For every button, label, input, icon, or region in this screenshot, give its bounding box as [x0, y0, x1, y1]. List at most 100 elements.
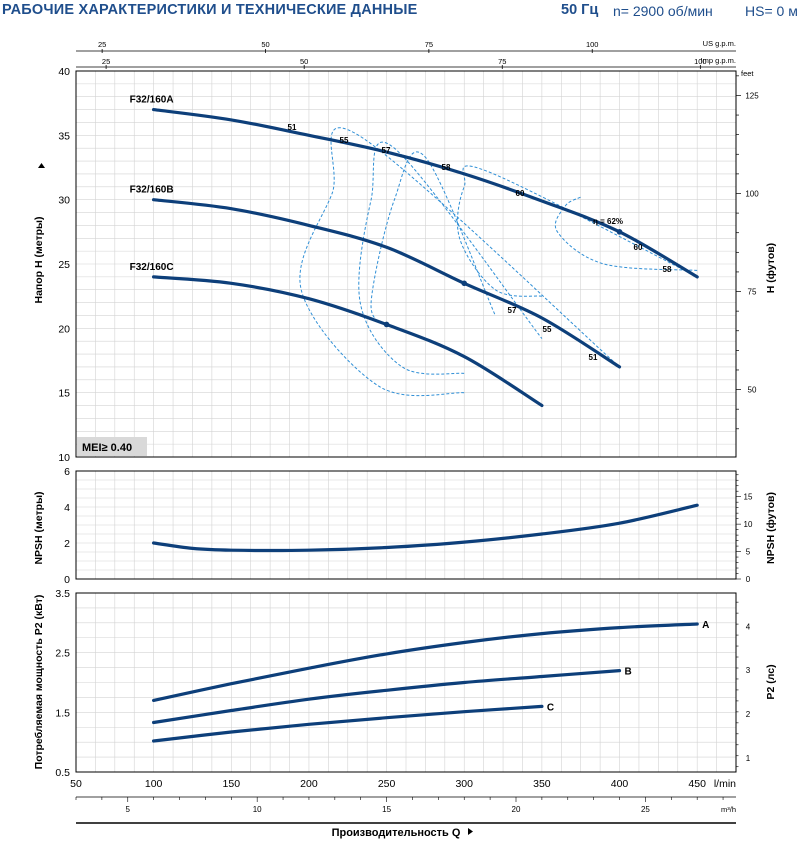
- q-lmin-tick-label: 350: [533, 778, 551, 790]
- power-y-tick-label: 1.5: [55, 707, 70, 719]
- q-m3h-tick-label: 10: [253, 805, 262, 814]
- npsh-y-axis-title: NPSH (метры): [33, 491, 45, 564]
- power-y-axis-title: Потребляемая мощность P2 (кВт): [33, 595, 45, 770]
- head-y-tick-label: 20: [58, 323, 70, 335]
- head-y-tick-label: 15: [58, 388, 70, 400]
- head-feet-tick-label: 75: [748, 288, 757, 297]
- mei-badge-bg: [77, 437, 147, 456]
- power-hp-tick-label: 1: [746, 754, 751, 763]
- us-gpm-tick-label: 75: [425, 40, 433, 49]
- efficiency-label: 55: [340, 136, 349, 145]
- q-lmin-tick-label: 200: [300, 778, 318, 790]
- q-m3h-tick-label: 15: [382, 805, 391, 814]
- q-m3h-unit: m³/h: [721, 805, 736, 814]
- power-hp-tick-label: 4: [746, 622, 751, 631]
- head-y-arrow-icon: [38, 163, 45, 168]
- us-gpm-unit: US g.p.m.: [703, 39, 736, 48]
- head-right-axis-title: H (футов): [765, 243, 777, 293]
- npsh-y-tick-label: 2: [64, 538, 70, 550]
- q-m3h-tick-label: 25: [641, 805, 650, 814]
- bep-marker: [461, 280, 468, 287]
- efficiency-label: 55: [543, 325, 552, 334]
- head-curve-label: F32/160B: [130, 185, 174, 196]
- power-right-axis-title: P2 (лс): [765, 664, 777, 699]
- imp-gpm-tick-label: 100: [694, 57, 707, 66]
- q-lmin-tick-label: 50: [70, 778, 82, 790]
- q-lmin-tick-label: 400: [611, 778, 629, 790]
- head-y-tick-label: 10: [58, 452, 70, 464]
- q-lmin-unit: l/min: [714, 778, 736, 790]
- q-lmin-tick-label: 450: [688, 778, 706, 790]
- efficiency-label: 57: [382, 146, 391, 155]
- x-axis-title: Производительность Q: [332, 827, 461, 839]
- npsh-y-tick-label: 4: [64, 502, 70, 514]
- q-lmin-tick-label: 100: [145, 778, 163, 790]
- npsh-feet-tick-label: 15: [744, 493, 753, 502]
- efficiency-label: η = 62%: [593, 217, 623, 226]
- npsh-right-axis-title: NPSH (футов): [765, 492, 777, 564]
- bep-marker: [616, 229, 623, 235]
- head-feet-tick-label: 100: [745, 189, 759, 198]
- head-curve-label: F32/160C: [130, 262, 174, 273]
- power-frame: [75, 592, 737, 773]
- head-y-tick-label: 25: [58, 259, 70, 271]
- efficiency-contour-60: [554, 196, 698, 271]
- power-y-tick-label: 2.5: [55, 648, 70, 660]
- head-curve-label: F32/160A: [130, 95, 174, 106]
- efficiency-label: 51: [288, 123, 297, 132]
- imp-gpm-tick-label: 75: [498, 57, 506, 66]
- us-gpm-tick-label: 25: [98, 40, 106, 49]
- bep-marker: [383, 321, 390, 328]
- head-y-tick-label: 40: [58, 66, 70, 78]
- q-lmin-tick-label: 300: [455, 778, 473, 790]
- efficiency-label: 58: [442, 163, 451, 172]
- q-lmin-tick-label: 150: [223, 778, 241, 790]
- us-gpm-tick-label: 50: [261, 40, 269, 49]
- npsh-y-tick-label: 6: [64, 466, 70, 478]
- chart-title: РАБОЧИЕ ХАРАКТЕРИСТИКИ И ТЕХНИЧЕСКИЕ ДАН…: [2, 2, 418, 18]
- efficiency-label: 60: [516, 189, 525, 198]
- npsh-frame: [75, 470, 737, 580]
- frequency-label: 50 Гц: [561, 2, 599, 18]
- head-feet-tick-label: 50: [748, 386, 757, 395]
- us-gpm-tick-label: 100: [586, 40, 599, 49]
- head-frame: [75, 70, 737, 458]
- suction-height-label: HS= 0 м: [745, 3, 798, 19]
- efficiency-label: 60: [634, 243, 643, 252]
- feet-unit-label: feet: [741, 69, 754, 78]
- efficiency-label: 51: [589, 353, 598, 362]
- head-feet-tick-label: 125: [745, 91, 759, 100]
- head-curve-F32/160C: [152, 275, 544, 408]
- efficiency-label: 57: [508, 306, 517, 315]
- mei-badge: MEI≥ 0.40: [82, 442, 132, 454]
- power-y-tick-label: 3.5: [55, 588, 70, 600]
- q-m3h-tick-label: 5: [126, 805, 131, 814]
- q-m3h-tick-label: 20: [512, 805, 521, 814]
- head-curve-F32/160B: [152, 198, 622, 369]
- imp-gpm-unit: Imp g.p.m.: [701, 56, 736, 65]
- npsh-feet-tick-label: 10: [744, 520, 753, 529]
- power-y-tick-label: 0.5: [55, 767, 70, 779]
- efficiency-label: 58: [663, 265, 672, 274]
- npsh-feet-tick-label: 0: [746, 575, 751, 584]
- npsh-curve: [152, 503, 699, 553]
- x-axis-arrow-icon: [468, 828, 473, 835]
- imp-gpm-tick-label: 25: [102, 57, 110, 66]
- power-hp-tick-label: 2: [746, 710, 751, 719]
- power-curve-label: A: [702, 620, 709, 631]
- power-curve-label: B: [625, 667, 632, 678]
- speed-label: n= 2900 об/мин: [613, 3, 713, 19]
- power-curve-A: [152, 622, 699, 702]
- head-curve-F32/160A: [152, 108, 699, 279]
- power-curve-label: C: [547, 702, 554, 713]
- power-hp-tick-label: 3: [746, 666, 751, 675]
- power-curve-C: [152, 704, 544, 743]
- npsh-feet-tick-label: 5: [746, 548, 751, 557]
- imp-gpm-tick-label: 50: [300, 57, 308, 66]
- head-y-tick-label: 35: [58, 130, 70, 142]
- q-lmin-tick-label: 250: [378, 778, 396, 790]
- power-curve-B: [152, 669, 622, 725]
- efficiency-contour-57: [370, 151, 496, 327]
- npsh-y-tick-label: 0: [64, 574, 70, 586]
